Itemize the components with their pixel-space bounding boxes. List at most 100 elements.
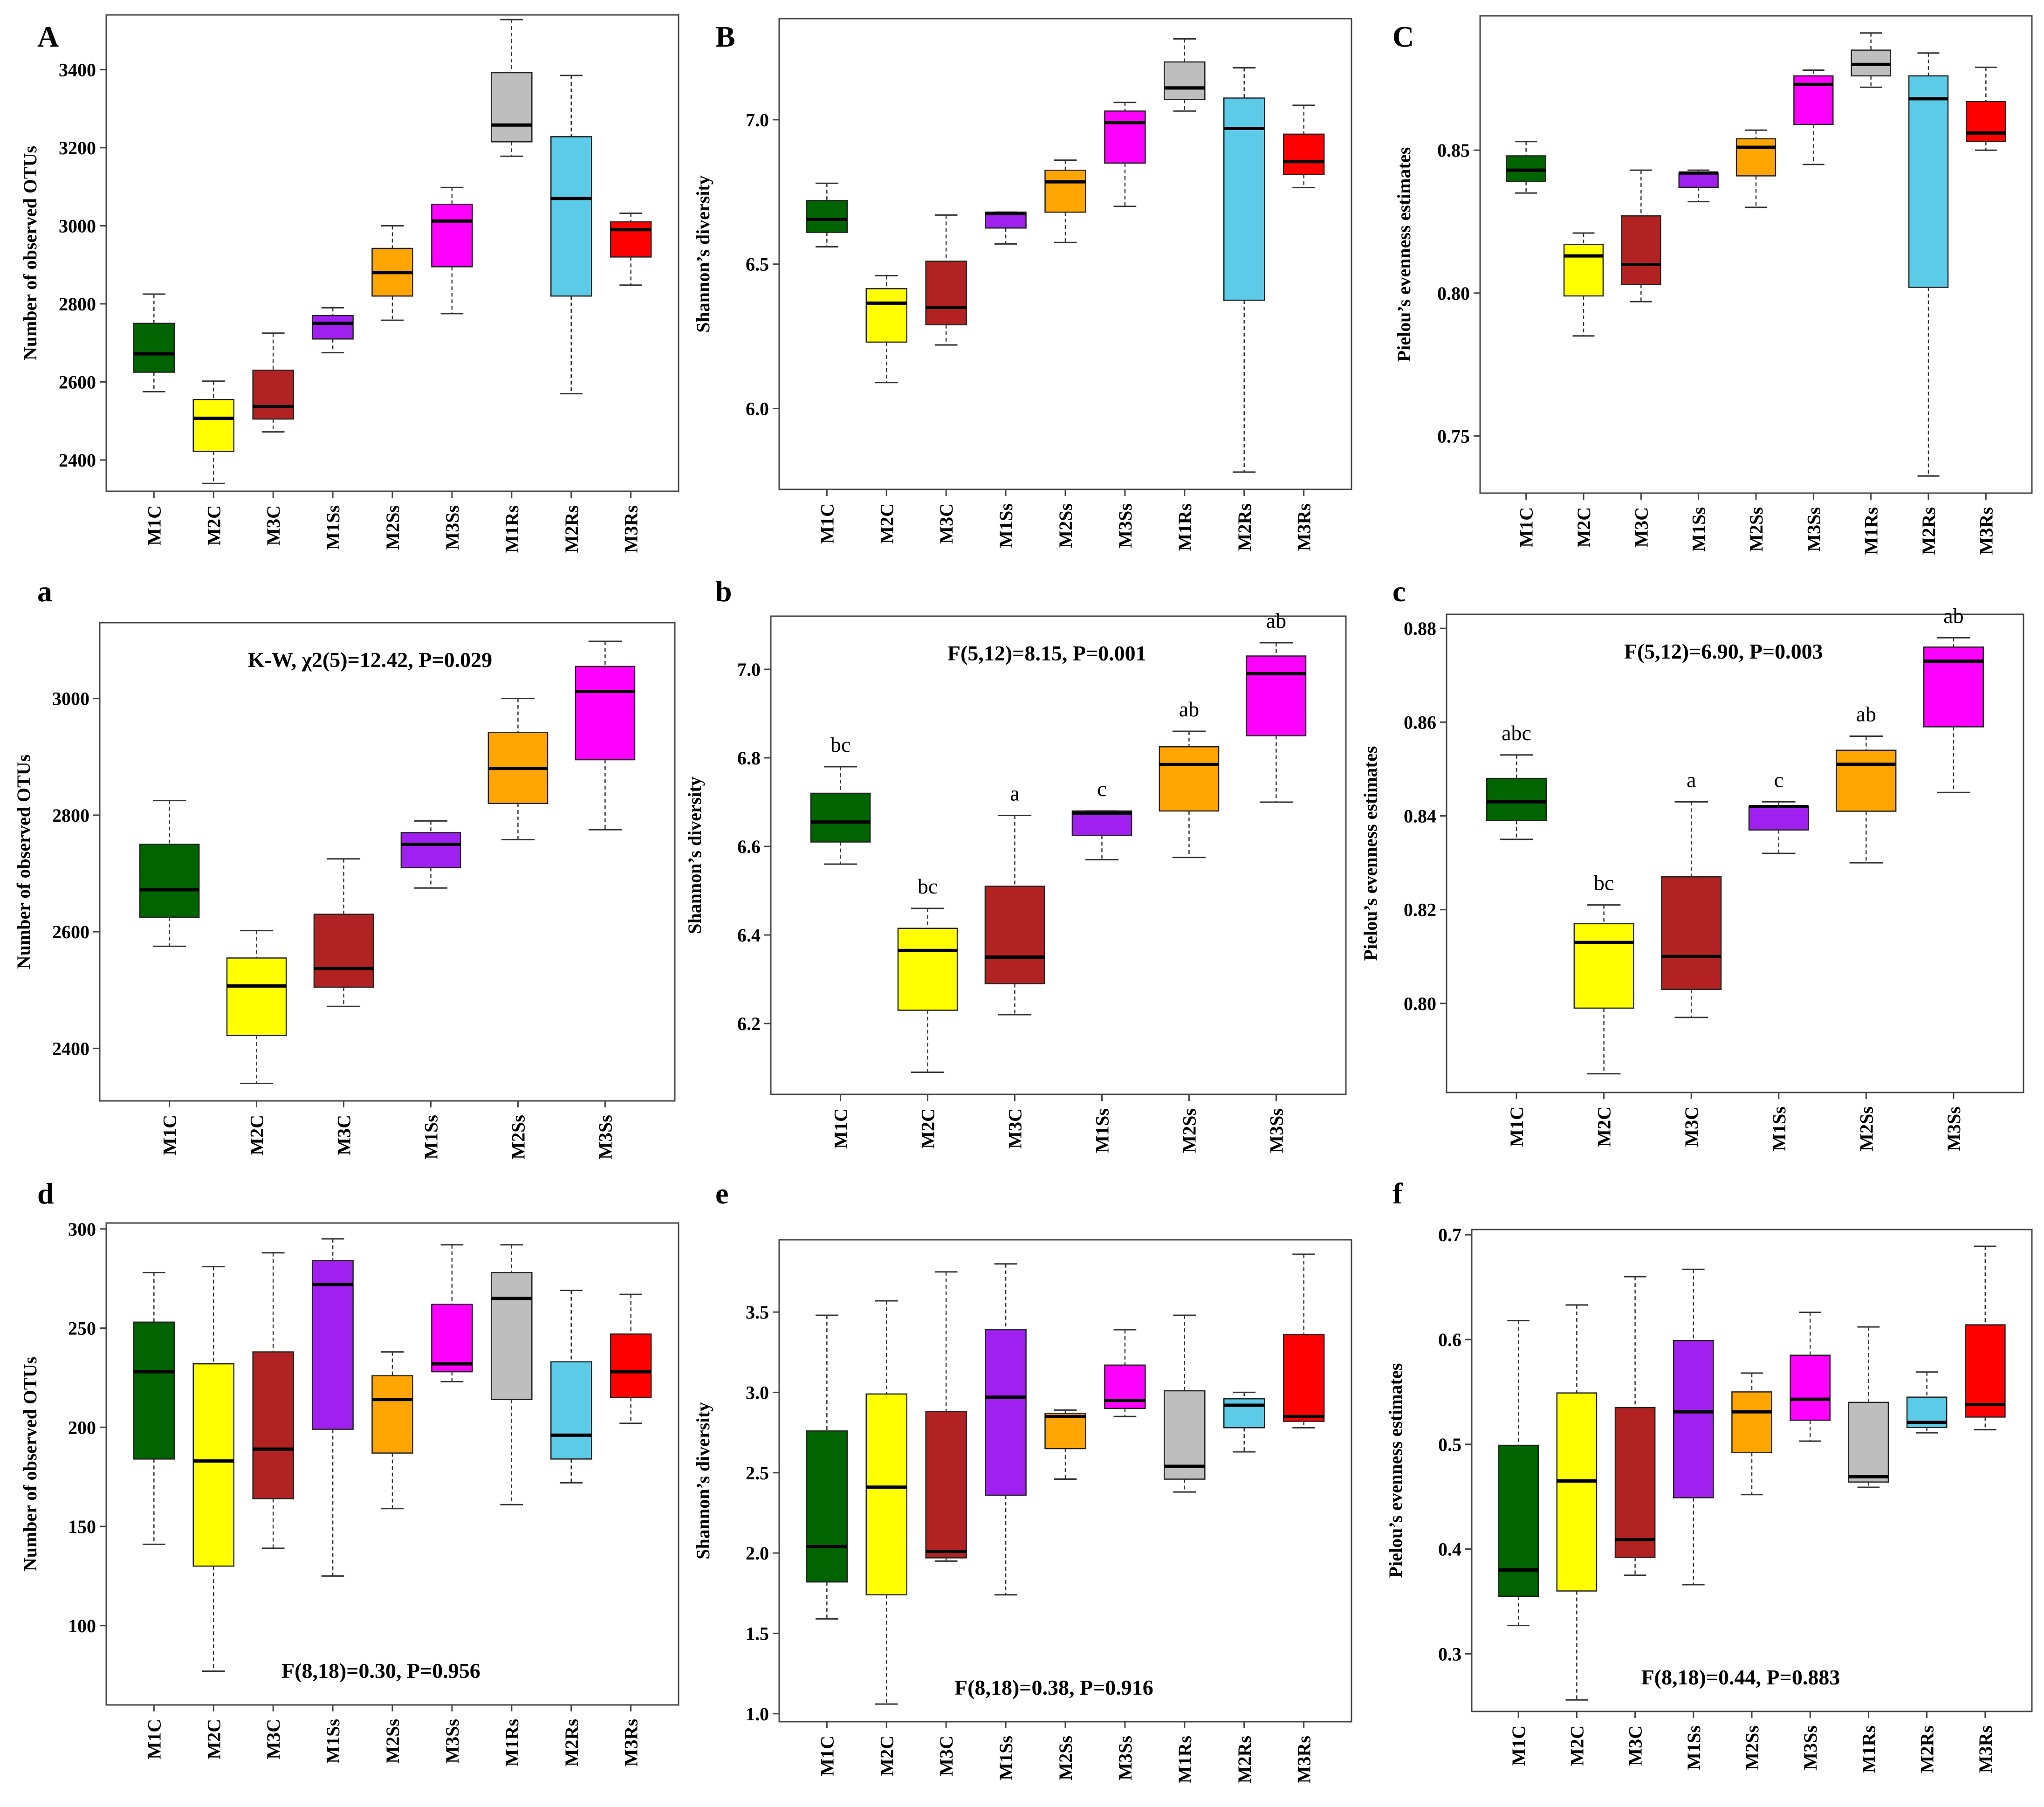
y-axis-label: Number of observed OTUs (13, 755, 34, 969)
box-M1Ss (1673, 1340, 1714, 1498)
panel-f: f 0.3 0.4 0.5 0.6 0.7 Pielou’s evenness estima… (1385, 1177, 2033, 1773)
box-M3C (1621, 215, 1661, 285)
box-M2Ss (1735, 138, 1776, 177)
box-M1Rs (491, 1272, 533, 1400)
sig-letter-M2Ss: ab (1179, 697, 1199, 721)
y-tick-label: 0.85 (1437, 140, 1470, 161)
box-M1Rs (1164, 61, 1206, 100)
box-M2Ss (1731, 1391, 1772, 1454)
x-tick-label-M1C: M1C (816, 1736, 837, 1776)
x-tick-label-M3Ss: M3Ss (595, 1115, 616, 1160)
box-M2Ss (1044, 170, 1086, 213)
y-tick-label: 0.7 (1438, 1224, 1461, 1245)
panel-e: e 1.0 1.5 2.0 2.5 3.0 3.5 Shannon’s diversity F(… (693, 1177, 1352, 1783)
y-axis-label: Pielou’s evenness estimates (1385, 1363, 1406, 1578)
x-tick-label-M1Ss: M1Ss (1683, 1725, 1704, 1770)
box-M2Rs (1908, 75, 1949, 288)
y-tick-label: 300 (68, 1219, 96, 1240)
y-tick-label: 0.75 (1437, 426, 1470, 447)
x-tick-label-M1C: M1C (144, 1719, 165, 1759)
plot-frame (1479, 15, 2033, 494)
box-M3Ss (1790, 1354, 1831, 1421)
x-tick-label-M2C: M2C (203, 1719, 224, 1759)
box-M3Ss (1923, 646, 1984, 728)
x-tick-label-M1Ss: M1Ss (1688, 507, 1709, 552)
sig-letter-M2C: bc (1594, 871, 1614, 895)
x-tick-label-M1C: M1C (1516, 507, 1537, 548)
box-M1C (806, 200, 848, 233)
box-M2C (1573, 923, 1634, 1009)
y-tick-label: 3400 (59, 59, 96, 80)
box-M1C (1486, 777, 1547, 821)
y-axis-label: Shannon’s diversity (684, 776, 705, 934)
panel-d: d 100 150 200 250 300 Number of observed OTUs F… (20, 1177, 679, 1766)
panel-label: e (715, 1177, 728, 1210)
y-tick-label: 3000 (52, 688, 89, 709)
y-axis-label: Number of observed OTUs (20, 1357, 41, 1571)
x-tick-label-M1Rs: M1Rs (1861, 507, 1882, 555)
y-tick-label: 2600 (52, 921, 89, 942)
x-tick-label-M3C: M3C (263, 1719, 284, 1759)
box-M3C (252, 1351, 294, 1499)
x-tick-label-M2Rs: M2Rs (1234, 503, 1255, 551)
plot-frame (770, 615, 1347, 1095)
box-M1Ss (985, 1329, 1027, 1496)
x-tick-label-M3C: M3C (334, 1115, 355, 1155)
x-tick-label-M2C: M2C (1573, 507, 1594, 548)
y-tick-label: 3200 (59, 137, 96, 158)
x-tick-label-M1C: M1C (1506, 1106, 1527, 1147)
box-M2Ss (1836, 749, 1897, 812)
panel-label: f (1392, 1177, 1403, 1210)
x-tick-label-M3Rs: M3Rs (1294, 503, 1315, 551)
box-M2Rs (550, 1361, 592, 1460)
x-tick-label-M2C: M2C (203, 505, 224, 546)
box-M1C (139, 844, 200, 918)
panel-label: c (1392, 575, 1406, 608)
box-M2C (865, 1393, 907, 1595)
y-tick-label: 0.6 (1438, 1329, 1461, 1350)
y-tick-label: 2600 (59, 371, 96, 392)
box-M3C (984, 886, 1045, 984)
x-tick-label-M3Ss: M3Ss (1115, 1736, 1136, 1780)
y-tick-label: 0.3 (1438, 1643, 1461, 1664)
x-tick-label-M3Rs: M3Rs (621, 1719, 642, 1766)
sig-letter-M1Ss: c (1774, 768, 1783, 791)
box-M3C (1661, 876, 1722, 990)
x-tick-label-M2C: M2C (247, 1115, 268, 1155)
y-tick-label: 2400 (52, 1038, 89, 1059)
x-tick-label-M2Rs: M2Rs (1917, 1725, 1938, 1773)
box-M2C (897, 928, 958, 1011)
box-M2C (192, 399, 234, 452)
y-tick-label: 3.0 (746, 1382, 769, 1403)
panel-label: a (37, 575, 52, 608)
y-tick-label: 6.6 (737, 836, 761, 857)
y-axis-label: Pielou’s evenness estimates (1393, 147, 1414, 362)
y-tick-label: 1.5 (746, 1623, 769, 1644)
stat-annotation: K-W, χ2(5)=12.42, P=0.029 (248, 648, 492, 672)
x-tick-label-M1C: M1C (1508, 1725, 1529, 1766)
x-tick-label-M1Ss: M1Ss (1091, 1108, 1112, 1153)
x-tick-label-M2C: M2C (1566, 1725, 1587, 1766)
y-tick-label: 6.8 (737, 748, 761, 769)
x-tick-label-M2C: M2C (876, 1736, 897, 1776)
panel-label: B (715, 20, 735, 53)
x-tick-label-M1Rs: M1Rs (1174, 503, 1195, 551)
panel-C: C 0.75 0.80 0.85 Pielou’s evenness estimates… (1392, 15, 2033, 555)
panel-label: d (37, 1177, 54, 1210)
x-tick-label-M2Ss: M2Ss (508, 1115, 528, 1160)
y-tick-label: 0.86 (1404, 712, 1436, 733)
y-tick-label: 3.5 (746, 1302, 769, 1323)
box-M3Rs (1283, 1334, 1325, 1422)
x-tick-label-M1C: M1C (144, 505, 165, 546)
box-M1Rs (1848, 1402, 1889, 1483)
box-M2C (1563, 244, 1604, 297)
panel-a: a 2400 2600 2800 3000 Number of observed OTUs… (13, 575, 676, 1160)
x-tick-label-M1C: M1C (816, 503, 837, 544)
y-tick-label: 200 (68, 1417, 96, 1438)
x-tick-label-M3Rs: M3Rs (1975, 507, 1996, 555)
panel-label: C (1392, 20, 1414, 53)
x-tick-label-M3Rs: M3Rs (1294, 1736, 1315, 1783)
x-tick-label-M2C: M2C (918, 1108, 939, 1149)
y-tick-label: 0.80 (1437, 283, 1470, 304)
